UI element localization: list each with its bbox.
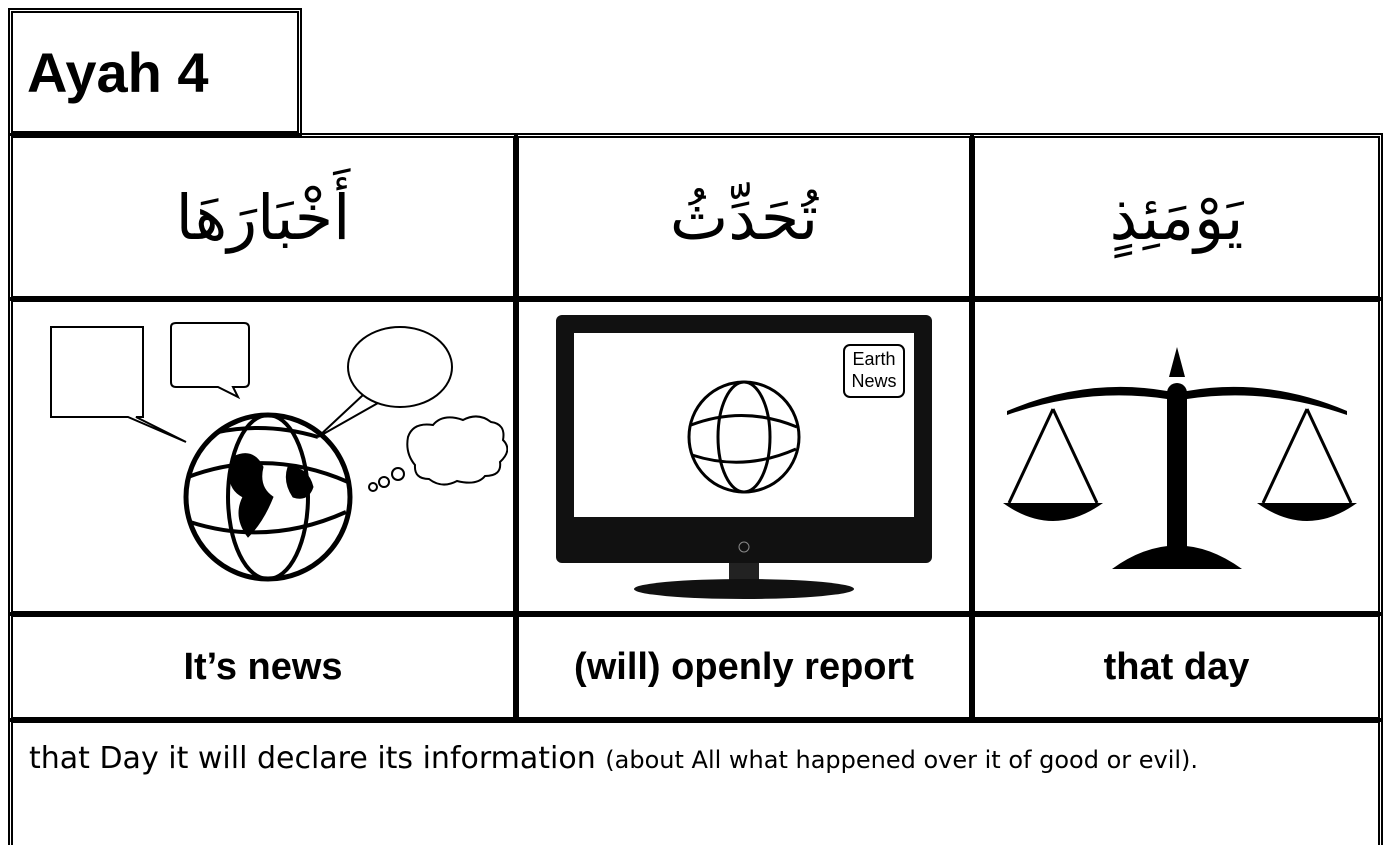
image-cell	[970, 297, 1383, 616]
image-cell	[8, 297, 518, 616]
english-cell: It’s news	[8, 612, 518, 722]
arabic-word: يَوْمَئِذٍ	[1109, 180, 1244, 254]
image-cell: Earth News	[514, 297, 974, 616]
translation-main: that Day it will declare its information	[29, 741, 596, 776]
arabic-cell: أَخْبَارَهَا	[8, 133, 518, 301]
english-word: It’s news	[183, 645, 343, 688]
title: Ayah 4	[27, 40, 209, 104]
translation: that Day it will declare its information…	[29, 737, 1198, 782]
translation-note: (about All what happened over it of good…	[605, 746, 1199, 774]
english-cell: (will) openly report	[514, 612, 974, 722]
tv-label: Earth	[852, 349, 895, 369]
arabic-cell: يَوْمَئِذٍ	[970, 133, 1383, 301]
english-cell: that day	[970, 612, 1383, 722]
arabic-cell: تُحَدِّثُ	[514, 133, 974, 301]
arabic-word: تُحَدِّثُ	[669, 180, 819, 254]
english-word: (will) openly report	[574, 645, 914, 688]
english-word: that day	[1103, 645, 1250, 688]
tv-label: News	[851, 371, 896, 391]
translation-cell: that Day it will declare its information…	[8, 718, 1383, 845]
title-box: Ayah 4	[8, 8, 302, 136]
tv-illustration: Earth News	[556, 314, 932, 599]
globe-talk-illustration	[50, 321, 508, 581]
arabic-word: أَخْبَارَهَا	[175, 180, 351, 254]
scales-illustration	[1002, 346, 1357, 569]
